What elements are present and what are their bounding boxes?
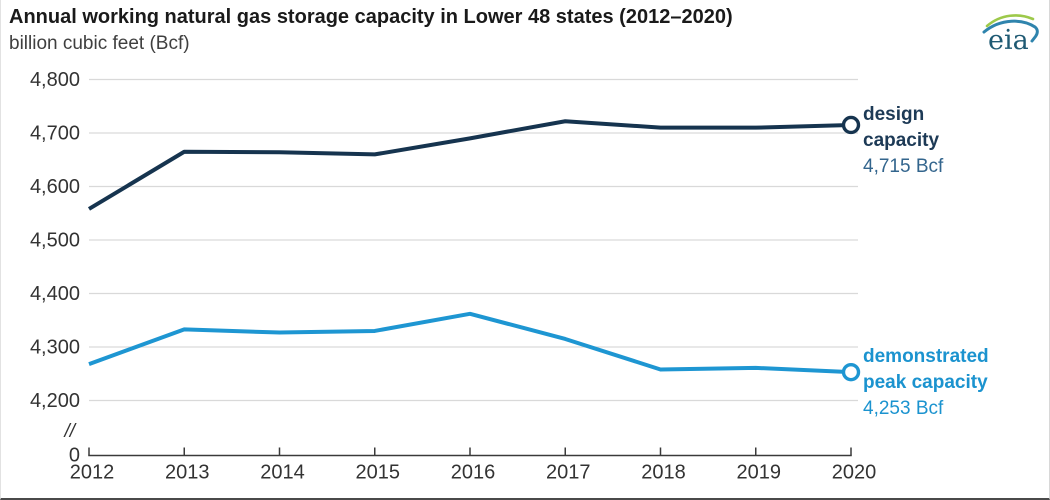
series-end-marker-design-capacity [841,115,861,135]
y-tick-label: 4,200 [30,390,80,412]
demonstrated-peak-annotation: demonstrated peak capacity 4,253 Bcf [863,344,1043,422]
eia-logo-text: eia [988,25,1029,56]
design-capacity-value: 4,715 Bcf [863,156,944,177]
y-tick-label: 4,300 [30,337,80,359]
y-tick-label: 4,700 [30,123,80,145]
y-tick-label: 4,500 [30,230,80,252]
x-tick-label: 2020 [832,462,877,484]
x-tick-label: 2013 [165,462,210,484]
x-tick-label: 2015 [356,462,401,484]
y-axis-break-symbol: // [62,421,76,442]
x-tick-label: 2018 [641,462,686,484]
chart-title: Annual working natural gas storage capac… [9,6,733,28]
y-zero-label: 0 [69,445,80,467]
eia-logo-green-swoosh [985,14,1035,28]
x-tick-label: 2014 [260,462,305,484]
demonstrated-peak-label-line1: demonstrated [863,346,989,367]
x-tick-label: 2012 [70,462,115,484]
design-capacity-annotation: design capacity 4,715 Bcf [863,102,1043,180]
demonstrated-peak-label-line2: peak capacity [863,372,988,393]
x-tick-label: 2016 [451,462,496,484]
chart-unit-subtitle: billion cubic feet (Bcf) [9,33,190,54]
y-tick-label: 4,400 [30,283,80,305]
y-tick-label: 4,800 [30,69,80,91]
x-tick-label: 2019 [737,462,782,484]
series-line-demonstrated-peak-capacity [88,311,852,375]
eia-logo-blue-swoosh [982,19,1039,43]
eia-logo: eia [982,14,1039,56]
x-tick-label: 2017 [546,462,591,484]
design-capacity-label-line1: design [863,104,925,125]
series-line-design-capacity [87,119,852,211]
design-capacity-label-line2: capacity [863,130,940,151]
series-end-marker-demonstrated-peak-capacity [841,362,861,382]
y-tick-label: 4,600 [30,176,80,198]
demonstrated-peak-value: 4,253 Bcf [863,398,944,419]
